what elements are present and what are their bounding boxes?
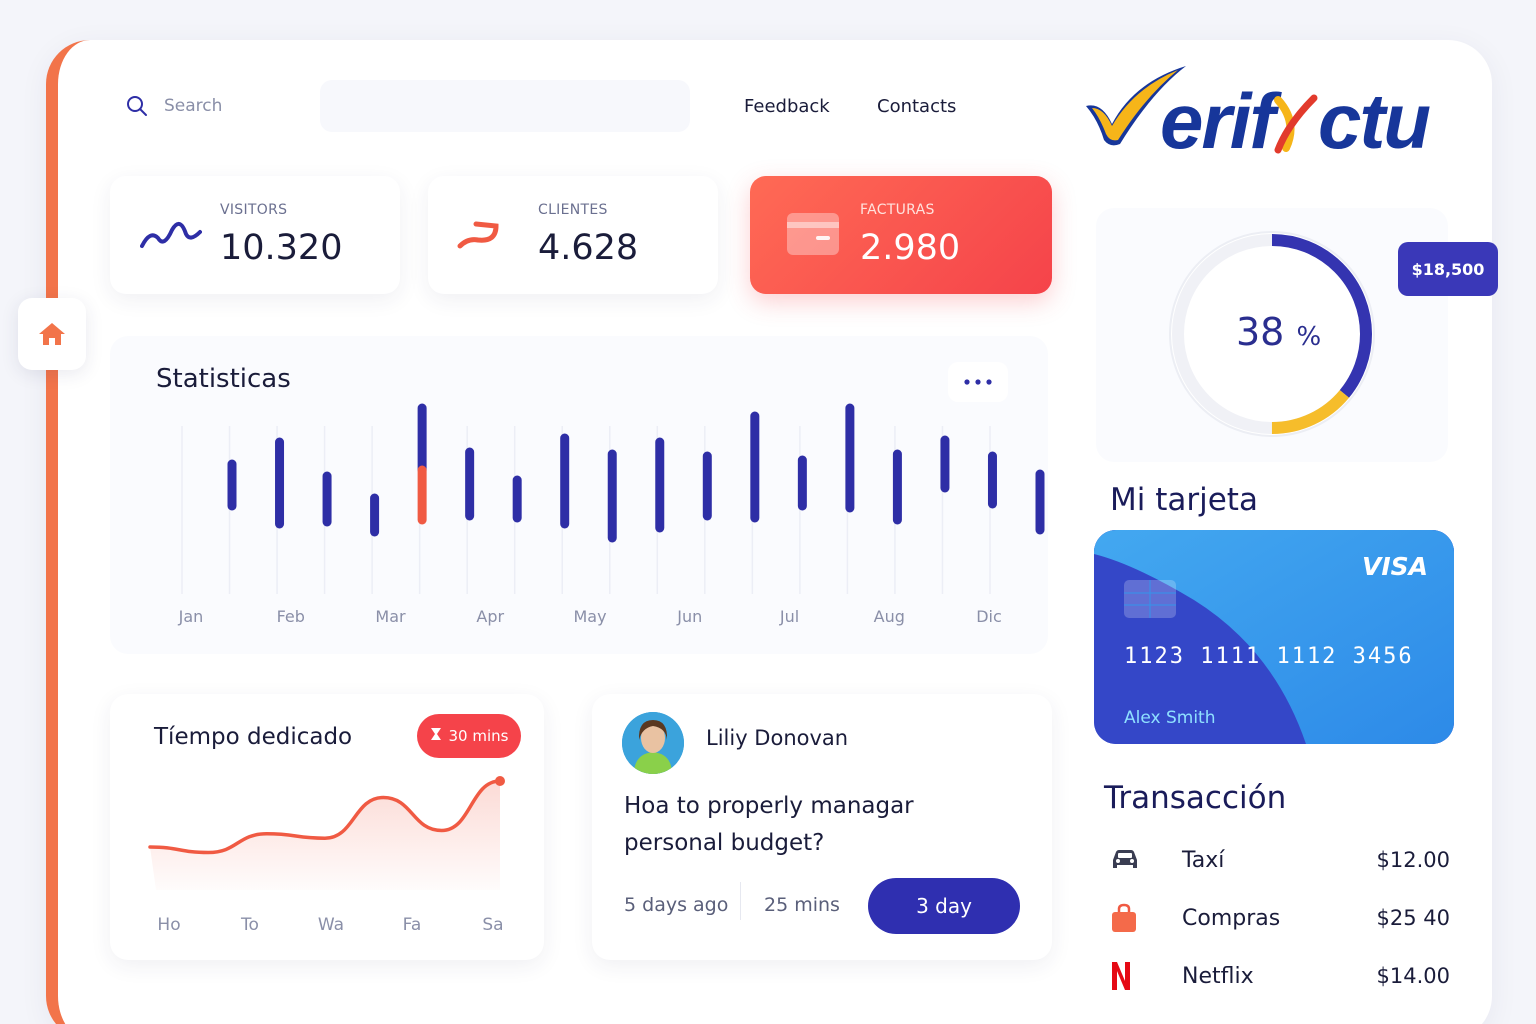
svg-text:erif: erif bbox=[1160, 77, 1282, 158]
x-tick-label: Aug bbox=[874, 607, 905, 626]
transaction-amount: $14.00 bbox=[1376, 964, 1450, 988]
facturas-label: FACTURAS bbox=[860, 202, 935, 218]
transaction-row[interactable]: Compras $25 40 bbox=[1110, 898, 1450, 938]
x-tick-label: Jun bbox=[676, 607, 702, 626]
area-fill bbox=[150, 781, 500, 890]
donut-value: 38 bbox=[1236, 310, 1285, 354]
card-background-shape bbox=[1094, 530, 1454, 744]
time-spent-title: Tíempo dedicado bbox=[154, 724, 353, 750]
donut-secondary-arc bbox=[1172, 234, 1372, 434]
nav-feedback-link[interactable]: Feedback bbox=[744, 96, 830, 117]
x-tick-label: Jan bbox=[178, 607, 204, 626]
visitors-card[interactable]: VISITORS 10.320 bbox=[110, 176, 400, 294]
article-read-time: 25 mins bbox=[764, 894, 840, 916]
x-tick-label: Ho bbox=[157, 915, 180, 935]
donut-track-outer bbox=[1169, 231, 1375, 437]
avatar bbox=[622, 712, 684, 774]
home-icon bbox=[39, 323, 65, 345]
article-panel[interactable]: Liliy Donovan Hoa to properly managar pe… bbox=[592, 694, 1052, 960]
area-end-point bbox=[495, 776, 505, 786]
donut-unit: % bbox=[1296, 322, 1322, 352]
article-posted: 5 days ago bbox=[624, 894, 729, 916]
search-bar-background bbox=[320, 80, 690, 132]
transaction-name: Taxí bbox=[1182, 847, 1225, 873]
x-tick-label: Jul bbox=[779, 607, 799, 626]
transaction-amount: $25 40 bbox=[1376, 906, 1450, 930]
donut-panel bbox=[1096, 208, 1448, 462]
donut-primary-arc bbox=[1172, 234, 1372, 434]
statistics-panel: Jan Feb Mar Apr May Jun Jul Aug Dic Statisticas bbox=[110, 336, 1048, 654]
author-name: Liliy Donovan bbox=[706, 726, 849, 750]
x-tick-label: Apr bbox=[476, 607, 504, 626]
x-tick-label: Wa bbox=[318, 915, 344, 935]
credit-card-icon bbox=[787, 213, 839, 255]
donut-percent: 38 % bbox=[1236, 310, 1321, 354]
transaction-amount: $12.00 bbox=[1376, 848, 1450, 872]
search-input[interactable]: Search bbox=[106, 80, 690, 132]
verifactu-logo: erif ctu bbox=[1086, 66, 1432, 158]
nav-contacts-link[interactable]: Contacts bbox=[877, 96, 957, 117]
clientes-value: 4.628 bbox=[538, 228, 639, 268]
time-spent-panel: Ho To Wa Fa Sa Tíempo dedicado 30 mins bbox=[110, 694, 544, 960]
card-section-title: Mi tarjeta bbox=[1110, 482, 1258, 518]
x-tick-label: May bbox=[573, 607, 606, 626]
more-dots-icon bbox=[964, 379, 992, 385]
x-tick-label: Dic bbox=[976, 607, 1002, 626]
transaction-name: Compras bbox=[1182, 905, 1281, 931]
clientes-card[interactable]: CLIENTES 4.628 bbox=[428, 176, 718, 294]
card-number: 1123 1111 1112 3456 bbox=[1124, 644, 1414, 669]
visa-brand: VISA bbox=[1361, 552, 1428, 581]
day-button[interactable]: 3 day bbox=[868, 878, 1020, 934]
x-tick-label: Mar bbox=[375, 607, 406, 626]
time-badge-label: 30 mins bbox=[448, 727, 509, 745]
car-icon bbox=[1113, 850, 1137, 868]
clientes-label: CLIENTES bbox=[538, 202, 608, 218]
x-tick-label: Sa bbox=[482, 915, 503, 935]
visa-card[interactable]: VISA 1123 1111 1112 3456 Alex Smith bbox=[1094, 530, 1454, 744]
x-tick-label: To bbox=[240, 915, 259, 935]
netflix-icon bbox=[1112, 962, 1130, 990]
amount-badge: $18,500 bbox=[1398, 242, 1498, 296]
transaction-row[interactable]: Netflix $14.00 bbox=[1110, 956, 1450, 996]
transaction-row[interactable]: Taxí $12.00 bbox=[1110, 840, 1450, 880]
area-line bbox=[148, 779, 502, 855]
more-options-button[interactable] bbox=[948, 362, 1008, 402]
statistics-title: Statisticas bbox=[156, 364, 291, 394]
article-title[interactable]: Hoa to properly managar personal budget? bbox=[624, 793, 914, 856]
transactions-title: Transacción bbox=[1104, 780, 1287, 816]
transaction-name: Netflix bbox=[1182, 963, 1254, 989]
x-tick-label: Fa bbox=[403, 915, 422, 935]
statistics-chart: Jan Feb Mar Apr May Jun Jul Aug Dic bbox=[178, 403, 1045, 626]
progress-donut bbox=[1169, 231, 1375, 437]
time-badge[interactable]: 30 mins bbox=[417, 714, 521, 758]
hourglass-icon bbox=[430, 727, 442, 745]
visitors-value: 10.320 bbox=[220, 228, 343, 268]
home-button[interactable] bbox=[18, 298, 86, 370]
facturas-card[interactable]: FACTURAS 2.980 bbox=[750, 176, 1052, 294]
search-placeholder: Search bbox=[164, 96, 223, 116]
trend-icon bbox=[457, 221, 499, 249]
time-spent-chart: Ho To Wa Fa Sa bbox=[148, 776, 505, 935]
visitors-label: VISITORS bbox=[220, 202, 288, 218]
search-icon bbox=[127, 96, 147, 116]
shopping-bag-icon bbox=[1112, 903, 1136, 932]
wave-icon bbox=[140, 222, 202, 248]
card-holder: Alex Smith bbox=[1124, 708, 1216, 728]
x-tick-label: Feb bbox=[277, 607, 305, 626]
divider bbox=[740, 882, 741, 920]
facturas-value: 2.980 bbox=[860, 228, 961, 268]
svg-text:ctu: ctu bbox=[1318, 77, 1430, 158]
